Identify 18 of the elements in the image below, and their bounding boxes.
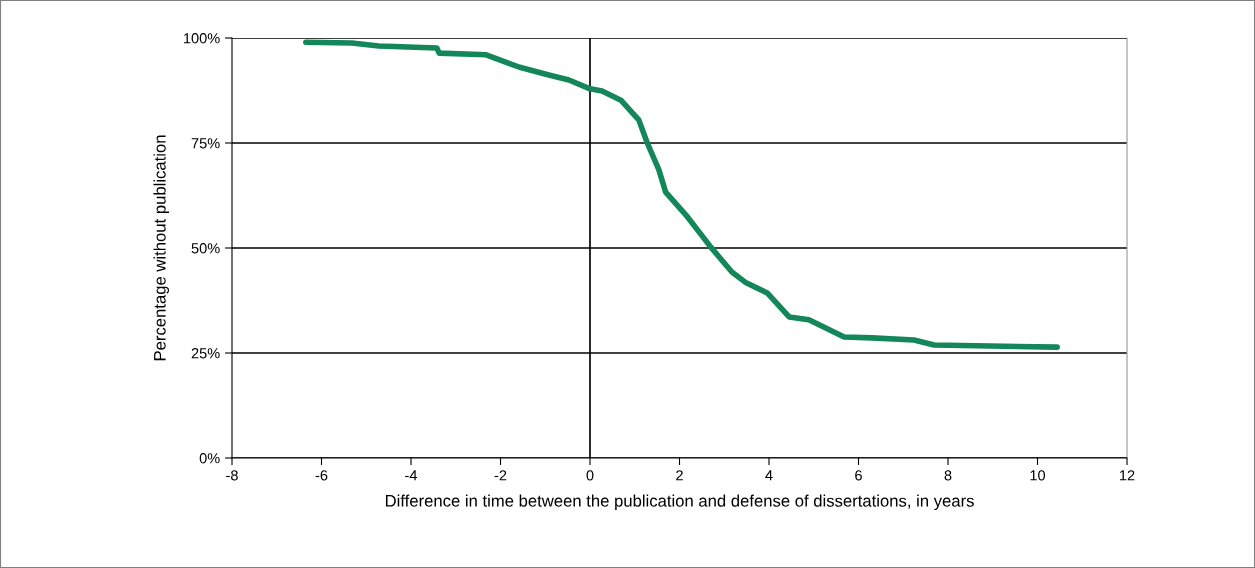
x-tick-label: -4: [405, 470, 418, 481]
y-tick-label: 0%: [199, 453, 220, 464]
x-tick-label: 10: [1030, 470, 1046, 481]
x-tick-label: -2: [494, 470, 507, 481]
x-tick-label: -8: [226, 470, 238, 481]
x-axis-title: Difference in time between the publication and defense of dissertations, in years: [385, 494, 974, 511]
y-tick-label: 25%: [191, 348, 220, 359]
y-axis-title: Percentage without publication: [153, 135, 170, 361]
x-tick-label: 2: [676, 470, 683, 481]
y-tick-label: 50%: [191, 243, 220, 254]
x-tick-label: 6: [855, 470, 862, 481]
x-tick-label: -6: [315, 470, 328, 481]
y-tick-label: 75%: [191, 138, 220, 149]
x-tick-label: 8: [944, 470, 952, 481]
x-tick-label: 12: [1120, 470, 1135, 481]
y-tick-label: 100%: [184, 33, 220, 44]
x-tick-label: 4: [765, 470, 773, 481]
x-tick-label: 0: [586, 470, 594, 481]
